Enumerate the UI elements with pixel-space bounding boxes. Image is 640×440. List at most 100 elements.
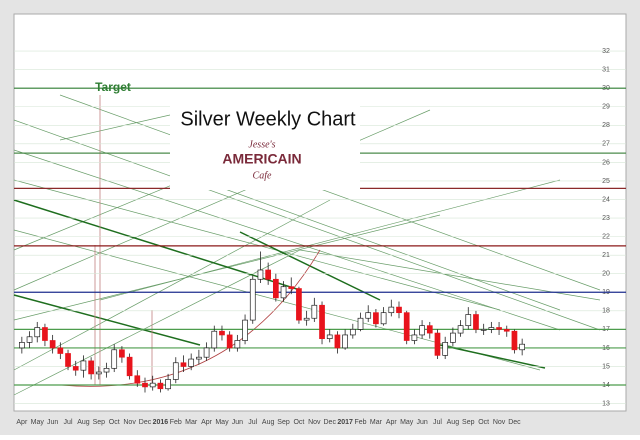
x-tick-label: Dec (139, 419, 152, 426)
candle-body (488, 327, 495, 330)
candle-body (219, 330, 225, 336)
candle-body (326, 334, 333, 339)
x-tick-label: Aug (447, 419, 460, 426)
candle-body (411, 334, 418, 341)
candle-body (365, 312, 372, 319)
candle-body (396, 306, 402, 314)
chart-title: Silver Weekly Chart (180, 108, 356, 130)
x-tick-label: May (215, 419, 229, 426)
candle-body (511, 330, 518, 351)
y-tick-label: 24 (602, 196, 610, 203)
y-tick-label: 21 (602, 252, 610, 259)
candle-body (257, 269, 264, 280)
y-tick-label: 26 (602, 159, 610, 166)
x-tick-label: Sep (277, 419, 290, 426)
candle-body (226, 334, 233, 349)
candle-body (34, 327, 41, 338)
candle-body (134, 375, 141, 384)
candle-body (203, 347, 210, 358)
candle-body (450, 332, 456, 343)
candle-body (149, 382, 156, 388)
candle-body (311, 304, 318, 319)
logo-bottom: Cafe (253, 170, 272, 181)
y-tick-label: 13 (602, 400, 610, 407)
x-tick-label: Nov (308, 419, 321, 426)
candle-body (296, 288, 302, 321)
x-tick-label: Oct (109, 419, 120, 426)
x-tick-label: Feb (170, 419, 182, 426)
candle-body (234, 340, 241, 349)
x-tick-label: Dec (324, 419, 337, 426)
candle-body (57, 347, 64, 354)
candle-body (519, 343, 526, 351)
candle-body (403, 312, 410, 341)
y-tick-label: 28 (602, 122, 610, 129)
candle-body (473, 314, 479, 330)
candle-body (249, 278, 256, 321)
x-tick-label: Oct (293, 419, 304, 426)
candle-body (196, 356, 202, 360)
y-tick-label: 20 (602, 271, 610, 278)
y-tick-label: 15 (602, 363, 610, 370)
candle-body (342, 334, 348, 349)
y-tick-label: 23 (602, 215, 610, 222)
logo-middle: AMERICAIN (222, 151, 301, 167)
annotation: Target (95, 80, 131, 94)
candle-body (188, 358, 195, 367)
candle-body (42, 327, 48, 341)
x-tick-label: Jun (416, 419, 427, 426)
candle-body (280, 286, 287, 299)
candle-body (373, 312, 379, 325)
candle-body (180, 362, 187, 367)
candle-body (242, 319, 248, 341)
candle-body (349, 329, 356, 336)
x-tick-label: 2016 (153, 419, 169, 426)
x-tick-label: Sep (462, 419, 475, 426)
x-tick-label: Jul (248, 419, 257, 426)
x-tick-label: Dec (508, 419, 521, 426)
x-tick-label: Jul (433, 419, 442, 426)
x-tick-label: Mar (370, 419, 383, 426)
candle-body (265, 269, 272, 280)
x-tick-label: Oct (478, 419, 489, 426)
candle-body (18, 342, 25, 349)
candle-body (357, 317, 364, 330)
y-tick-label: 27 (602, 141, 610, 148)
candle-body (111, 349, 118, 369)
y-tick-label: 32 (602, 48, 610, 55)
candle-body (80, 360, 87, 371)
candle-body (303, 317, 310, 321)
candle-body (26, 336, 33, 343)
candle-body (465, 314, 472, 327)
x-tick-label: Apr (201, 419, 213, 426)
arc (59, 249, 321, 387)
candle-body (426, 325, 433, 334)
candle-body (119, 349, 125, 358)
x-tick-label: May (400, 419, 414, 426)
candle-body (288, 286, 295, 289)
candle-body (334, 334, 341, 349)
x-tick-label: Apr (386, 419, 398, 426)
candle-body (142, 382, 148, 388)
x-tick-label: May (31, 419, 45, 426)
x-tick-label: Feb (354, 419, 366, 426)
candle-body (211, 330, 218, 349)
candle-body (434, 332, 441, 356)
candle-body (503, 329, 510, 332)
candle-body (480, 329, 487, 331)
candle-body (388, 306, 395, 314)
x-tick-label: Mar (185, 419, 198, 426)
candle-body (65, 353, 71, 367)
x-tick-label: Aug (77, 419, 90, 426)
candle-body (272, 278, 279, 299)
candle-body (72, 366, 79, 371)
candle-body (95, 371, 102, 375)
candle-body (457, 325, 464, 334)
x-tick-label: 2017 (337, 419, 353, 426)
candle-body (442, 342, 449, 356)
x-tick-label: Nov (123, 419, 136, 426)
candle-body (49, 340, 56, 349)
y-tick-label: 29 (602, 104, 610, 111)
